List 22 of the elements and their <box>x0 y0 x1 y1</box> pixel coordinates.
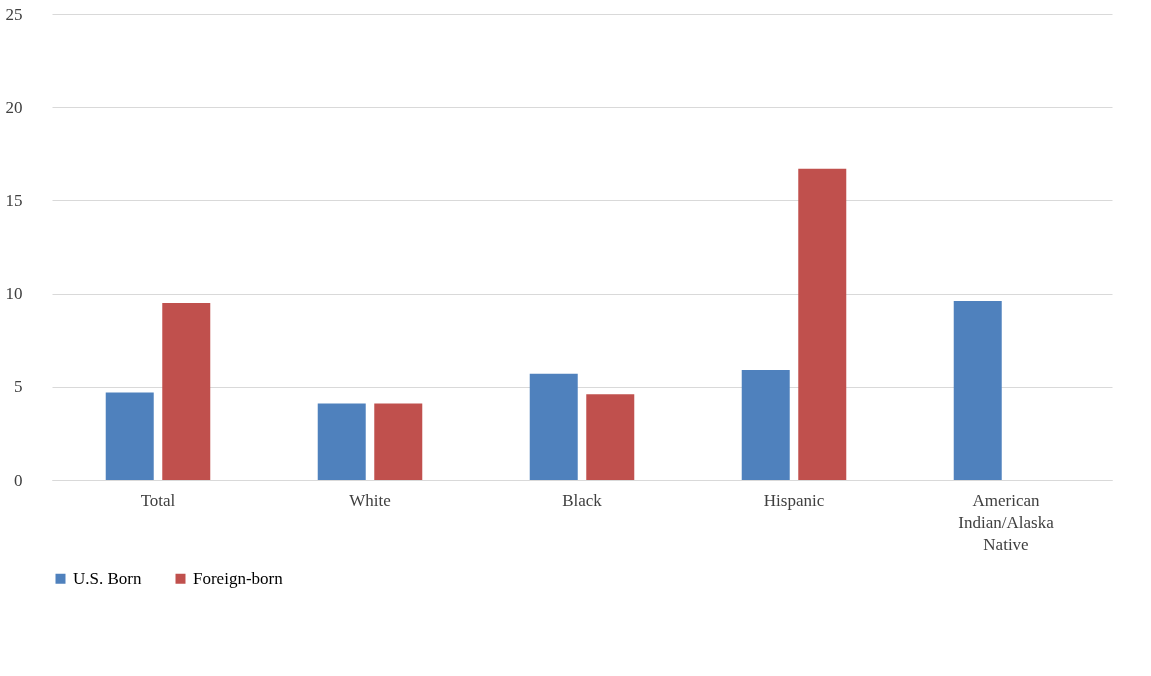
bar <box>586 394 635 480</box>
y-tick-label: 25 <box>5 4 23 24</box>
bar <box>374 403 423 480</box>
y-tick-label: 20 <box>5 97 23 117</box>
bar <box>741 370 790 480</box>
legend-label: Foreign-born <box>193 568 284 588</box>
y-tick-label: 10 <box>5 284 23 304</box>
x-tick-label: Hispanic <box>763 490 825 510</box>
x-tick-label: American Indian/Alaska Native <box>958 490 1055 554</box>
bar <box>317 403 366 480</box>
y-tick-label: 5 <box>14 377 23 397</box>
legend-label: U.S. Born <box>73 568 142 588</box>
bar <box>529 373 578 480</box>
bar <box>105 392 154 480</box>
bar <box>953 301 1002 480</box>
y-tick-label: 0 <box>14 470 23 490</box>
x-tick-label: White <box>349 490 391 510</box>
bar <box>798 168 847 480</box>
bar <box>162 302 211 480</box>
x-tick-label: Black <box>562 490 603 510</box>
x-tick-label: Total <box>140 490 176 510</box>
y-tick-label: 15 <box>5 190 23 210</box>
